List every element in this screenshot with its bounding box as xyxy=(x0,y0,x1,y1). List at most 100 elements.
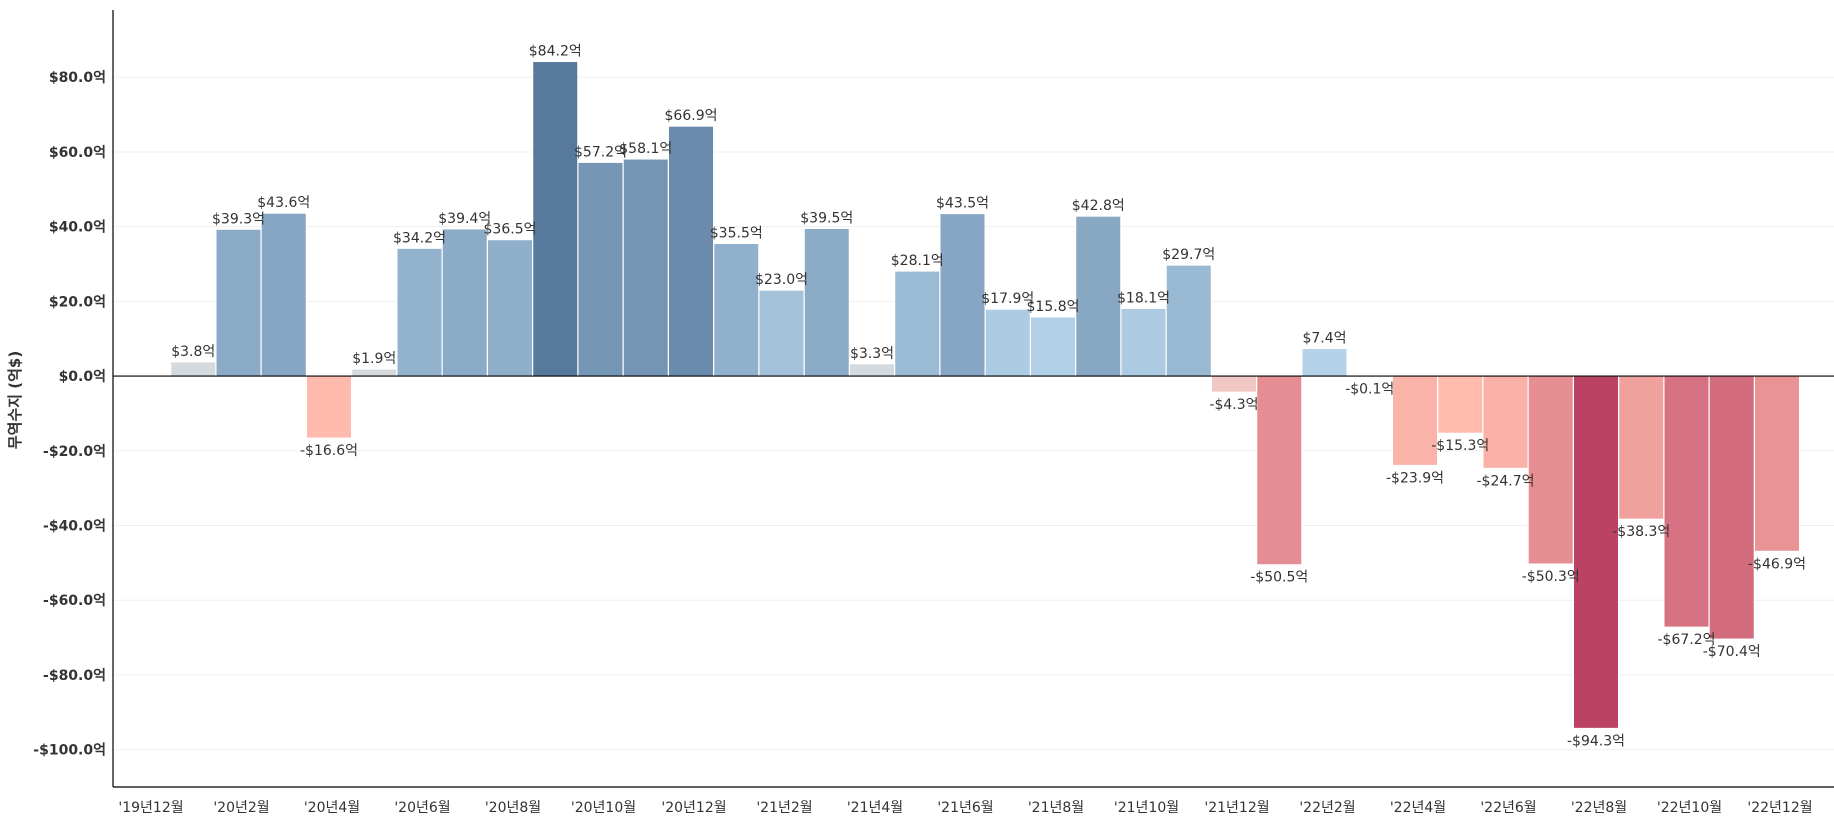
data-label: $43.5억 xyxy=(936,196,989,212)
data-label: $35.5억 xyxy=(710,225,763,241)
data-label: $39.5억 xyxy=(800,211,853,227)
data-label: $23.0억 xyxy=(755,272,808,288)
x-tick-label: '21년4월 xyxy=(847,800,903,816)
data-label: -$0.1억 xyxy=(1345,381,1394,397)
bar xyxy=(170,361,217,377)
bar xyxy=(1754,375,1800,552)
data-label: $17.9억 xyxy=(981,291,1034,307)
bar xyxy=(396,247,443,377)
bars xyxy=(170,61,1800,729)
axes xyxy=(112,10,1834,788)
data-label: $39.3억 xyxy=(212,211,265,227)
data-label: $58.1억 xyxy=(619,141,672,157)
y-tick-label: $60.0억 xyxy=(49,145,106,161)
bar xyxy=(894,270,941,377)
y-tick-labels: $80.0억 $60.0억 $40.0억 $20.0억 $0.0억 -$20.0억 -$40… xyxy=(33,70,106,758)
x-tick-label: '22년8월 xyxy=(1571,800,1627,816)
x-tick-label: '22년12월 xyxy=(1747,800,1812,816)
data-label: $42.8억 xyxy=(1072,198,1125,214)
bar xyxy=(1663,375,1710,628)
bar xyxy=(351,368,398,377)
data-label: $15.8억 xyxy=(1027,299,1080,315)
y-tick-label: -$40.0억 xyxy=(43,519,106,535)
x-tick-label: '21년8월 xyxy=(1028,800,1084,816)
y-tick-label: $20.0억 xyxy=(49,294,106,310)
x-tick-label: '21년2월 xyxy=(756,800,812,816)
data-label: -$15.3억 xyxy=(1431,438,1489,454)
bar xyxy=(1120,307,1167,377)
x-tick-label: '22년2월 xyxy=(1299,800,1355,816)
bar xyxy=(939,213,986,377)
data-label: -$16.6억 xyxy=(300,443,358,459)
bar xyxy=(215,228,262,377)
bar xyxy=(577,161,624,377)
bar xyxy=(1256,375,1303,566)
bar xyxy=(1075,215,1122,377)
data-label: -$70.4억 xyxy=(1703,644,1761,660)
x-tick-label: '20년8월 xyxy=(485,800,541,816)
data-label: $43.6억 xyxy=(257,195,310,211)
x-tick-label: '21년10월 xyxy=(1114,800,1179,816)
data-label: $29.7억 xyxy=(1162,247,1215,263)
data-label: $28.1억 xyxy=(891,253,944,269)
data-labels: $3.8억 $39.3억$43.6억 -$16.6억 $1.9억 $34.2억 $39.4… xyxy=(171,44,1806,750)
data-label: $39.4억 xyxy=(438,211,491,227)
bar xyxy=(803,228,850,377)
x-tick-label: '22년10월 xyxy=(1657,800,1722,816)
y-tick-label: $0.0억 xyxy=(59,369,106,385)
x-tick-label: '22년4월 xyxy=(1390,800,1446,816)
x-tick-label: '20년12월 xyxy=(661,800,726,816)
data-label: -$24.7억 xyxy=(1476,473,1534,489)
bar xyxy=(260,212,307,377)
y-axis-label: 무역수지 (억$) xyxy=(6,351,24,449)
y-tick-label: -$80.0억 xyxy=(43,668,106,684)
data-label: $18.1억 xyxy=(1117,290,1170,306)
x-tick-label: '20년2월 xyxy=(213,800,269,816)
bar xyxy=(1165,264,1212,377)
bar xyxy=(758,289,805,377)
bar xyxy=(1618,375,1665,520)
x-tick-label: '20년10월 xyxy=(571,800,636,816)
data-label: -$50.5억 xyxy=(1250,570,1308,586)
data-label: -$23.9억 xyxy=(1386,470,1444,486)
bar xyxy=(1392,375,1438,466)
y-tick-label: $80.0억 xyxy=(49,70,106,86)
data-label: -$50.3억 xyxy=(1522,569,1580,585)
x-tick-label: '20년4월 xyxy=(304,800,360,816)
bar xyxy=(622,158,669,377)
data-label: $3.3억 xyxy=(850,346,894,362)
x-tick-label: '19년12월 xyxy=(118,800,183,816)
data-label: -$46.9억 xyxy=(1748,556,1806,572)
bar xyxy=(487,239,533,377)
bar xyxy=(668,125,714,377)
bar xyxy=(713,242,760,377)
y-tick-label: $40.0억 xyxy=(49,220,106,236)
bar xyxy=(1482,375,1529,469)
bar xyxy=(441,228,488,377)
data-label: $34.2억 xyxy=(393,230,446,246)
data-label: -$67.2억 xyxy=(1657,632,1715,648)
y-tick-label: -$60.0억 xyxy=(43,593,106,609)
bar xyxy=(1708,375,1755,640)
bar xyxy=(1211,375,1257,393)
bar xyxy=(532,61,579,377)
x-tick-labels: '19년12월 '20년2월 '20년4월 '20년6월 '20년8월 '20년10월 '2… xyxy=(118,800,1812,816)
y-tick-label: -$20.0억 xyxy=(43,444,106,460)
data-label: $1.9억 xyxy=(352,351,396,367)
bar xyxy=(1301,347,1348,377)
x-tick-label: '21년12월 xyxy=(1204,800,1269,816)
data-label: $66.9억 xyxy=(665,108,718,124)
bar xyxy=(1030,316,1076,377)
bar xyxy=(1437,375,1484,434)
data-label: $36.5억 xyxy=(484,222,537,238)
bar xyxy=(1527,375,1574,565)
data-label: $7.4억 xyxy=(1302,330,1346,346)
data-label: -$4.3억 xyxy=(1209,397,1258,413)
data-label: $84.2억 xyxy=(529,44,582,60)
x-tick-label: '21년6월 xyxy=(937,800,993,816)
bar xyxy=(849,363,895,377)
x-tick-label: '22년6월 xyxy=(1480,800,1536,816)
x-tick-label: '20년6월 xyxy=(394,800,450,816)
bar xyxy=(306,375,352,439)
